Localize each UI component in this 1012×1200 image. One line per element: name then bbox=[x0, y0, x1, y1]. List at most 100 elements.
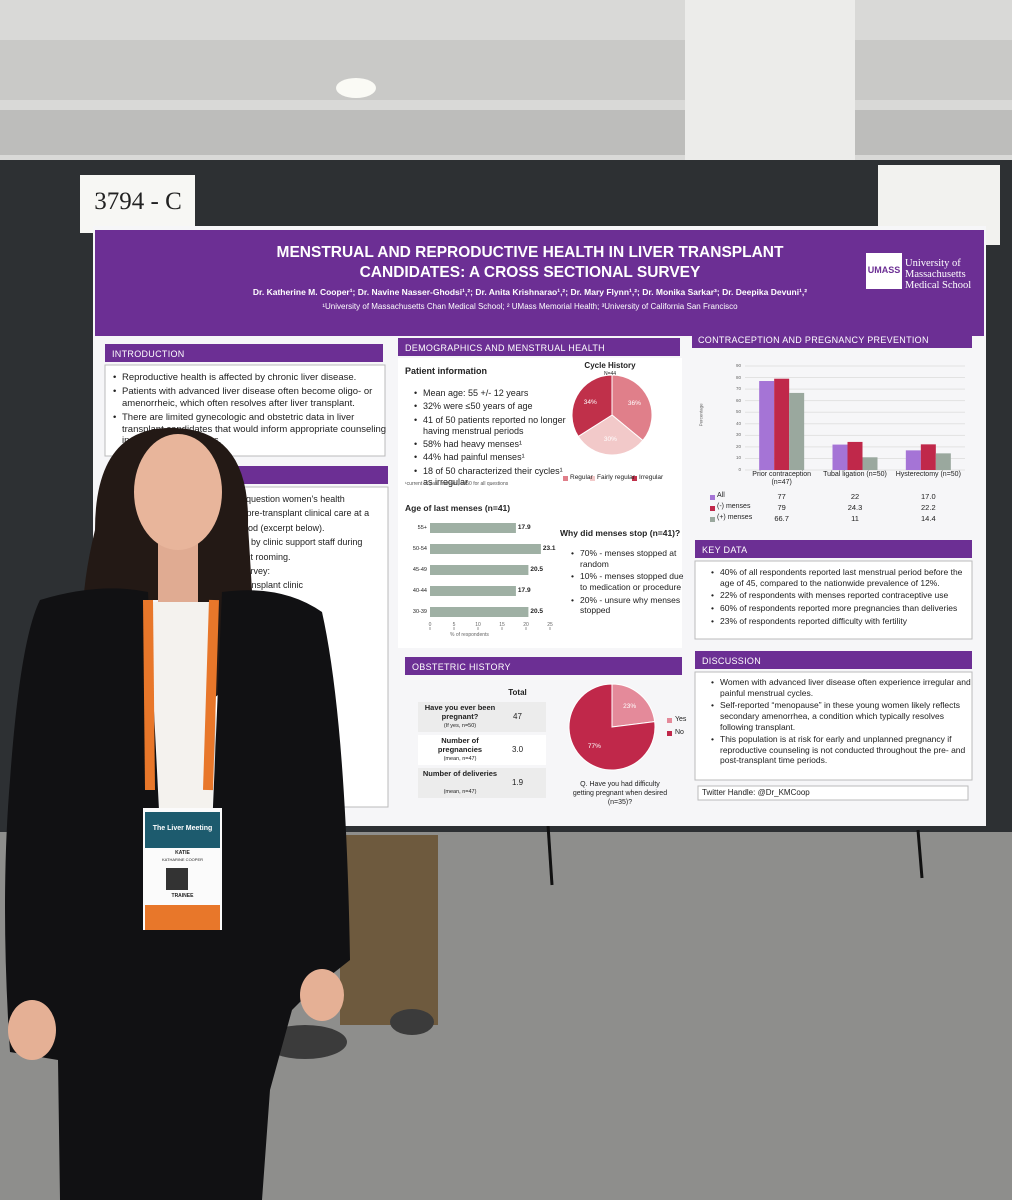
slice-label: 23% bbox=[623, 703, 637, 710]
bullet: 32% were ≤50 years of age bbox=[414, 401, 573, 413]
legend-swatch bbox=[667, 731, 672, 736]
y-tick-label: 20 bbox=[735, 443, 741, 449]
badge-name: KATIE bbox=[175, 850, 190, 856]
face bbox=[134, 434, 222, 550]
text-line: k period (excerpt below). bbox=[226, 522, 325, 533]
y-tick-label: 40-44 bbox=[412, 588, 427, 594]
easel-leg bbox=[916, 829, 924, 879]
hand bbox=[300, 969, 344, 1021]
section-header bbox=[215, 466, 388, 484]
y-tick-label: 10 bbox=[735, 455, 741, 461]
legend-swatch bbox=[710, 495, 715, 500]
row-note: (mean, n=47) bbox=[443, 789, 477, 795]
legend-label: (-) menses bbox=[717, 503, 751, 510]
logo-name: University of Massachusetts Medical Scho… bbox=[905, 258, 972, 292]
board-number: 3794 - C bbox=[94, 188, 182, 215]
bar bbox=[920, 444, 936, 470]
slice-label: 77% bbox=[587, 742, 601, 750]
y-tick-label: 45-49 bbox=[412, 567, 427, 573]
bullet: 60% of respondents reported more pregnan… bbox=[711, 603, 978, 614]
bullet: 44% had painful menses¹ bbox=[414, 452, 573, 464]
chart-title: Cycle History bbox=[584, 361, 636, 370]
bullet: 22% of respondents with menses reported … bbox=[711, 590, 978, 601]
subheading: Why did menses stop (n=41)? bbox=[560, 528, 681, 538]
pie-slice bbox=[571, 374, 613, 438]
legend-swatch bbox=[590, 476, 595, 481]
y-tick-label: 60 bbox=[735, 397, 741, 403]
legend-swatch bbox=[710, 517, 715, 522]
footnote: ¹current or past menses, n=50 for all qu… bbox=[405, 481, 509, 487]
section-header bbox=[695, 540, 972, 558]
table-row bbox=[418, 768, 546, 798]
bullet: 58% had heavy menses¹ bbox=[414, 439, 573, 451]
bullet: 40% of all respondents reported last men… bbox=[711, 567, 978, 588]
affiliations: ¹University of Massachusetts Chan Medica… bbox=[322, 302, 738, 311]
bullet: Self-reported “menopause” in these young… bbox=[711, 700, 978, 732]
y-tick-label: 50 bbox=[735, 409, 741, 415]
row-total: 3.0 bbox=[511, 745, 524, 754]
table-header: Total bbox=[508, 688, 527, 697]
bullet: 10% - menses stopped due to medication o… bbox=[571, 571, 690, 592]
shoe bbox=[390, 1009, 434, 1035]
row-question: Number of pregnancies bbox=[437, 736, 483, 754]
x-tick-label: 25 bbox=[547, 622, 553, 628]
legend-label: No bbox=[675, 729, 684, 736]
x-tick-label: 10 bbox=[475, 622, 481, 628]
y-tick-label: 80 bbox=[735, 374, 741, 380]
lanyard bbox=[203, 599, 219, 791]
bullet-list: 70% - menses stopped at random10% - mens… bbox=[570, 548, 690, 618]
qr-code bbox=[166, 868, 188, 890]
board-label bbox=[80, 175, 195, 233]
badge-role: TRAINEE bbox=[171, 893, 194, 899]
bullet: Mean age: 55 +/- 12 years bbox=[414, 388, 573, 400]
chart-title: Age of last menses (n=41) bbox=[405, 503, 511, 513]
badge-event: The Liver Meeting bbox=[152, 825, 213, 832]
other-person-legs bbox=[340, 835, 438, 1025]
table-value: 11 bbox=[851, 514, 859, 523]
row-note: (If yes, n=50) bbox=[443, 723, 477, 729]
value-label: 23.1 bbox=[542, 545, 556, 552]
pillar bbox=[685, 0, 855, 170]
table-value: 22.2 bbox=[921, 503, 936, 512]
text-line: patient rooming. bbox=[226, 551, 291, 562]
text-line: ver transplant clinic bbox=[226, 580, 304, 591]
row-total: 1.9 bbox=[511, 778, 524, 787]
x-tick-label: 5 bbox=[452, 622, 456, 628]
text-line: buted by clinic support staff during bbox=[226, 537, 363, 548]
legend-label: Yes bbox=[675, 716, 687, 723]
bullet-list: Mean age: 55 +/- 12 years32% were ≤50 ye… bbox=[413, 388, 573, 490]
legend-label: Fairly regular bbox=[597, 474, 635, 481]
value-label: 17.9 bbox=[517, 587, 531, 594]
bullet: This population is at risk for early and… bbox=[711, 734, 978, 766]
legend-label: Irregular bbox=[639, 474, 664, 481]
easel-leg bbox=[546, 824, 554, 886]
chart-caption: Q. Have you had difficulty getting pregn… bbox=[572, 781, 668, 806]
text-line: d 25 question women's health bbox=[226, 494, 345, 504]
bar bbox=[430, 523, 516, 533]
legend-label: Regular bbox=[570, 474, 593, 481]
badge-full-name: KATHARINE COOPER bbox=[161, 857, 204, 862]
bar bbox=[759, 381, 775, 470]
bullet: Patients with advanced liver disease oft… bbox=[113, 386, 387, 410]
y-tick-label: 50-54 bbox=[412, 546, 427, 552]
value-label: 20.5 bbox=[530, 566, 544, 573]
section-header bbox=[692, 330, 972, 348]
bar bbox=[905, 450, 921, 470]
pie-slice bbox=[577, 414, 644, 456]
logo-mark: UMASS bbox=[867, 265, 901, 275]
bar bbox=[832, 444, 848, 470]
bar bbox=[430, 607, 529, 617]
lanyard bbox=[143, 599, 155, 791]
row-total: 47 bbox=[513, 712, 522, 721]
slice-label: 34% bbox=[583, 399, 597, 407]
x-tick-label: Tubal ligation (n=50) bbox=[823, 471, 887, 478]
section-heading: KEY DATA bbox=[702, 545, 748, 555]
legend-swatch bbox=[710, 506, 715, 511]
section-header bbox=[398, 338, 680, 356]
badge-header bbox=[145, 812, 220, 848]
subheading: Patient information bbox=[405, 366, 488, 376]
table-value: 24.3 bbox=[847, 503, 863, 512]
section-heading: DISCUSSION bbox=[702, 656, 762, 666]
section-header bbox=[695, 651, 972, 669]
